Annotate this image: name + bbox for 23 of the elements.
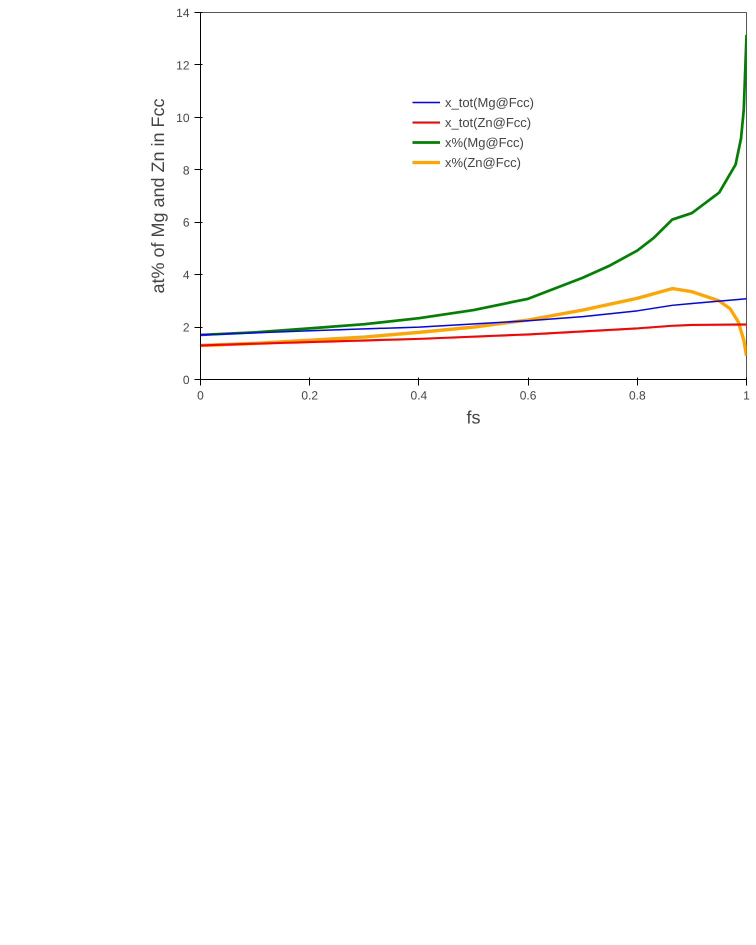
y-tick-label: 2 [182,320,190,335]
x-tick-label: 0.4 [410,388,428,402]
x-tick-label: 0.6 [520,388,537,402]
x-tick-label: 0.8 [628,388,646,402]
y-tick-label: 10 [176,110,190,125]
y-tick-label: 0 [182,373,190,387]
y-axis-title: at% of Mg and Zn in Fcc [148,98,168,294]
line-series [200,323,746,346]
y-tick-label: 6 [182,216,190,230]
line-series [200,298,746,336]
legend-label: x_tot(Mg@Fcc) [444,94,534,110]
legend-label: x%(Mg@Fcc) [444,134,524,150]
y-tick-label: 12 [176,58,190,72]
y-tick-label: 8 [182,163,190,178]
y-tick-label: 4 [182,268,190,282]
y-tick-label: 14 [176,6,190,20]
x-tick-label: 0 [197,388,204,402]
x-tick-label: 1 [743,388,750,402]
legend-label: x%(Zn@Fcc) [444,154,522,170]
x-axis-title: fs [466,408,481,428]
legend-label: x_tot(Zn@Fcc) [444,114,532,130]
line-series [200,34,746,336]
x-tick-label: 0.2 [301,388,318,402]
